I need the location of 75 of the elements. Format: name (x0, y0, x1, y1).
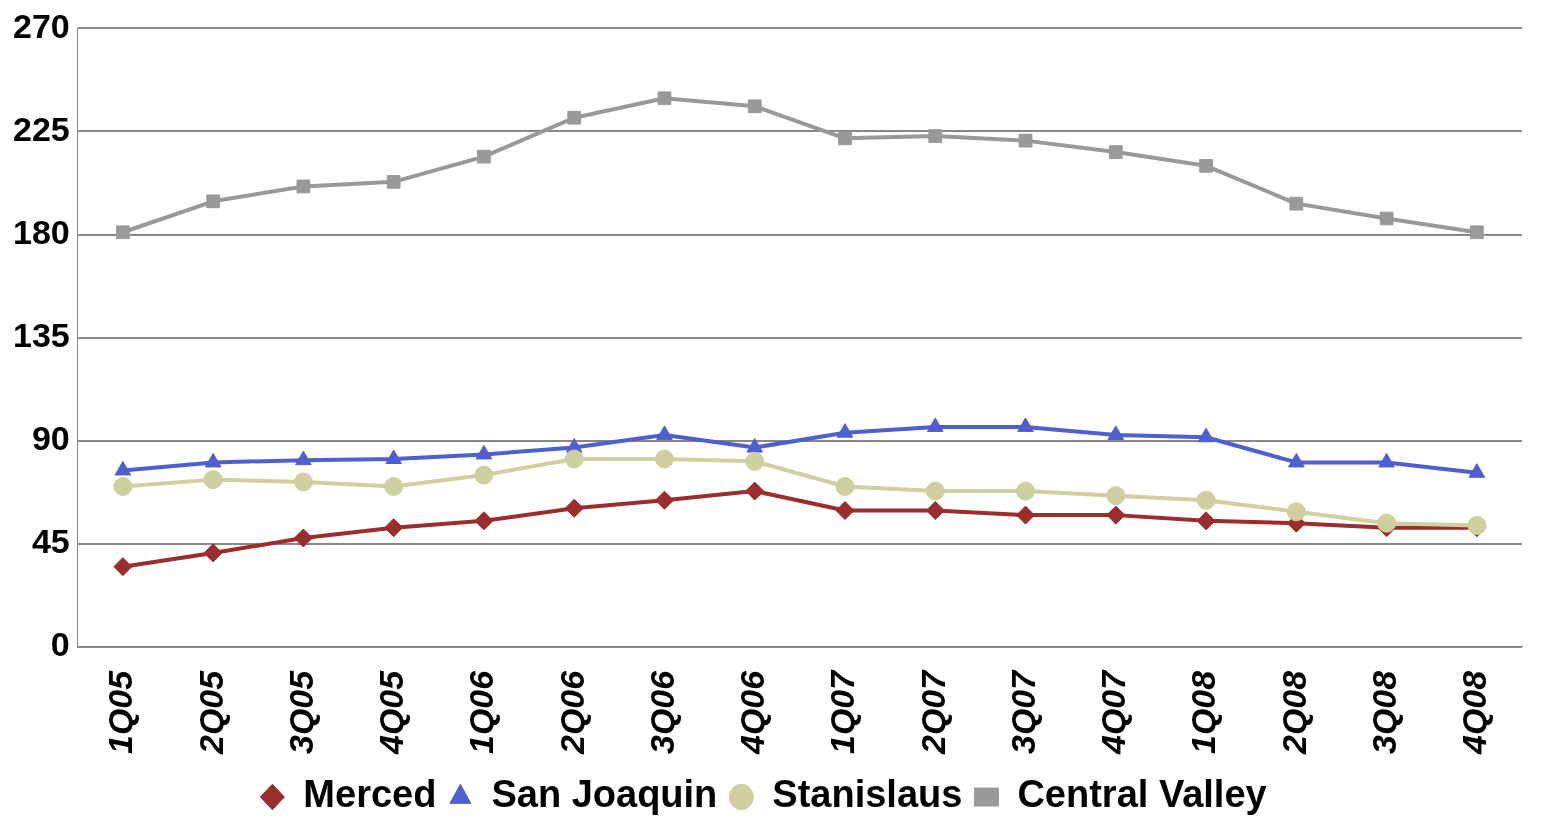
point (296, 179, 311, 194)
point (654, 490, 674, 510)
point (1379, 211, 1394, 226)
point (113, 476, 133, 496)
point (1286, 502, 1306, 522)
point (747, 99, 762, 114)
point (385, 449, 402, 465)
point (116, 225, 130, 240)
point (474, 511, 494, 531)
point (477, 149, 491, 164)
x-tick-label: 1Q05 (101, 669, 140, 755)
point (1106, 505, 1126, 525)
y-tick-label: 0 (50, 625, 70, 664)
x-tick-label: 1Q06 (462, 669, 501, 755)
point (657, 91, 672, 106)
y-tick-label: 270 (12, 6, 70, 45)
point (567, 110, 582, 125)
point (1196, 511, 1216, 531)
x-tick-label: 3Q05 (281, 669, 320, 755)
point (295, 450, 312, 466)
point (654, 449, 674, 469)
legend-label: Central Valley (1017, 773, 1267, 816)
point (1018, 133, 1033, 148)
point (1016, 505, 1036, 525)
point (384, 476, 404, 496)
x-tick-label: 2Q07 (913, 668, 952, 756)
point (386, 175, 401, 189)
point (1289, 196, 1304, 211)
x-tick-label: 3Q07 (1003, 668, 1042, 755)
x-tick-label: 3Q08 (1364, 670, 1403, 755)
legend-label: Stanislaus (772, 773, 963, 816)
y-tick-label: 180 (12, 212, 70, 251)
y-tick-label: 90 (31, 419, 70, 458)
x-tick-label: 4Q08 (1455, 670, 1494, 756)
point (838, 131, 852, 146)
point (745, 451, 765, 471)
x-tick-label: 2Q05 (191, 669, 230, 756)
point (1106, 486, 1126, 506)
point (474, 465, 494, 485)
x-tick-label: 4Q06 (733, 669, 772, 756)
point (113, 557, 133, 577)
x-tick-label: 2Q08 (1274, 670, 1313, 756)
point (928, 129, 943, 143)
point (746, 438, 764, 453)
point (564, 449, 584, 469)
point (835, 476, 855, 496)
point (1196, 490, 1216, 510)
y-tick-label: 135 (12, 315, 70, 354)
point (206, 194, 220, 209)
point (293, 472, 313, 492)
point (1377, 513, 1397, 533)
x-tick-label: 4Q07 (1094, 668, 1133, 756)
point (836, 423, 854, 438)
legend-label: Merced (303, 773, 437, 816)
point (745, 481, 765, 501)
x-tick-label: 1Q08 (1184, 670, 1223, 755)
point (835, 501, 855, 521)
x-tick-label: 4Q05 (372, 669, 411, 756)
y-tick-label: 225 (12, 109, 70, 148)
x-tick-label: 2Q06 (552, 669, 591, 756)
x-tick-label: 3Q06 (642, 669, 681, 755)
point (1470, 225, 1484, 240)
point (1108, 145, 1123, 159)
point (203, 470, 223, 490)
x-tick-label: 1Q07 (823, 668, 862, 755)
point (1199, 158, 1213, 173)
point (384, 518, 404, 538)
point (925, 501, 945, 521)
point (925, 481, 945, 501)
point (293, 528, 313, 548)
point (1016, 481, 1036, 501)
point (203, 543, 223, 563)
y-tick-label: 45 (31, 522, 70, 561)
legend-label: San Joaquin (491, 773, 718, 816)
point (564, 498, 584, 518)
